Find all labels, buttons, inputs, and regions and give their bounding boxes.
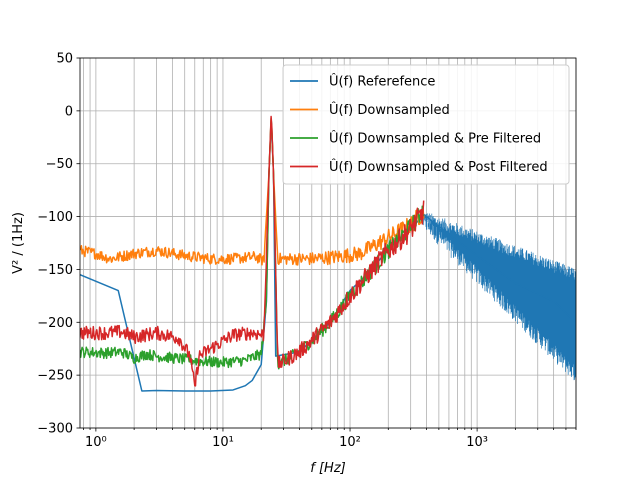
y-tick-label: −300 — [37, 422, 73, 437]
y-tick-label: −250 — [37, 369, 73, 384]
series-line-2 — [80, 117, 425, 370]
y-axis-label: V² / (1Hz) — [11, 212, 26, 274]
axes-frame — [79, 57, 577, 429]
series-path — [80, 117, 425, 370]
y-tick-label: 50 — [56, 52, 73, 67]
legend: Û(f) Referefence Û(f) Downsampled Û(f) Dow… — [282, 64, 570, 185]
series-line-1 — [80, 119, 425, 266]
y-tick-label: −200 — [37, 316, 73, 331]
legend-entry-label: Û(f) Downsampled & Pre Filtered — [329, 131, 541, 147]
series-line-3 — [80, 115, 425, 387]
tick-labels: 10⁰ 10¹ 10² 10³ 50 0 −50 −100 −150 −200 −250 −300 — [37, 52, 488, 451]
y-tick-label: −50 — [46, 157, 73, 172]
y-tick-label: −150 — [37, 263, 73, 278]
x-axis-label: f [Hz] — [310, 461, 345, 476]
tick-marks — [76, 57, 577, 432]
x-tick-label: 10⁰ — [85, 435, 107, 450]
y-tick-label: −100 — [37, 210, 73, 225]
legend-box — [282, 64, 570, 185]
x-tick-label: 10³ — [466, 435, 488, 450]
y-tick-label: 0 — [65, 104, 73, 119]
x-tick-label: 10² — [339, 435, 361, 450]
x-tick-label: 10¹ — [212, 435, 234, 450]
series-path — [80, 115, 425, 387]
legend-entry-label: Û(f) Downsampled & Post Filtered — [329, 159, 548, 175]
legend-entry-label: Û(f) Downsampled — [329, 102, 450, 118]
plot-area — [80, 115, 576, 392]
series-path — [80, 119, 425, 266]
legend-entry-label: Û(f) Referefence — [329, 74, 435, 90]
